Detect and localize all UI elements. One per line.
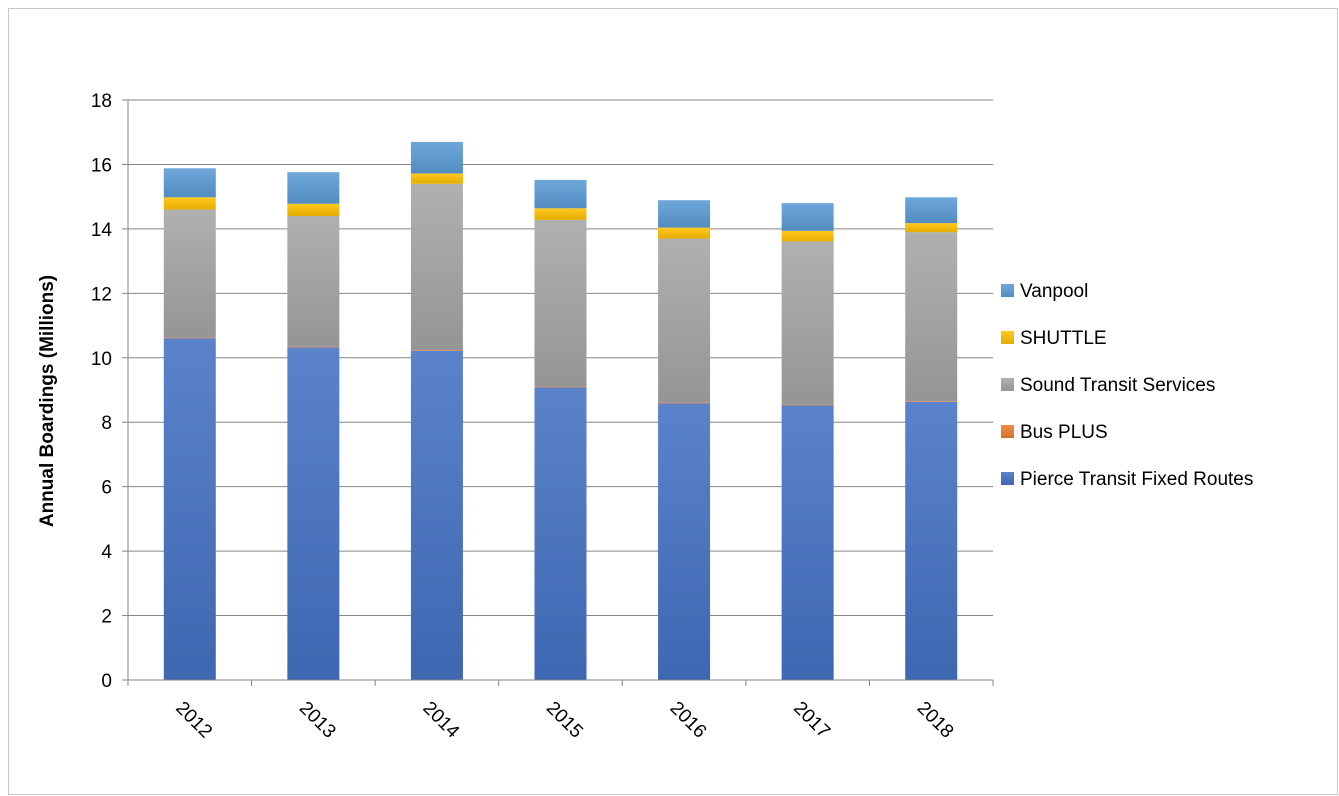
bar-segment — [905, 401, 958, 680]
bar-segment — [781, 404, 834, 406]
bar-segment — [534, 219, 587, 387]
legend-swatch — [1001, 472, 1014, 485]
y-tick-label: 2 — [101, 607, 112, 628]
bar-segment — [658, 403, 711, 680]
bar-segment — [287, 346, 340, 348]
bar-segment — [163, 168, 216, 198]
x-tick-label: 2018 — [913, 698, 958, 743]
legend-label: Sound Transit Services — [1020, 375, 1215, 396]
y-tick-label: 10 — [91, 349, 112, 370]
bar-segment — [163, 338, 216, 680]
legend-swatch — [1001, 378, 1014, 391]
bar-segment — [905, 232, 958, 402]
bar-segment — [781, 230, 834, 242]
x-tick-label: 2015 — [542, 698, 587, 743]
y-tick-label: 18 — [91, 91, 112, 112]
bar-segment — [658, 402, 711, 404]
bar-segment — [410, 350, 463, 680]
y-tick-label: 4 — [101, 542, 112, 563]
legend-label: Vanpool — [1020, 281, 1088, 302]
bar-segment — [905, 197, 958, 224]
x-tick-label: 2012 — [171, 698, 216, 743]
legend-swatch — [1001, 284, 1014, 297]
legend-label: Pierce Transit Fixed Routes — [1020, 469, 1253, 490]
y-tick-label: 14 — [91, 220, 113, 241]
bar-segment — [781, 241, 834, 405]
bar-segment — [658, 200, 711, 228]
bar-segment — [410, 183, 463, 351]
legend-swatch — [1001, 331, 1014, 344]
bar-segment — [163, 209, 216, 338]
y-axis-title: Annual Boardings (Millions) — [37, 275, 58, 527]
x-tick-label: 2017 — [789, 698, 834, 743]
bar-segment — [410, 173, 463, 184]
bar-segment — [410, 141, 463, 174]
x-tick-label: 2016 — [666, 698, 711, 743]
x-tick-label: 2014 — [418, 698, 463, 743]
bars — [163, 141, 958, 680]
y-tick-label: 16 — [91, 155, 112, 176]
bar-segment — [410, 350, 463, 351]
y-tick-label: 8 — [101, 413, 112, 434]
bar-segment — [534, 208, 587, 220]
legend: Vanpool SHUTTLE Sound Transit Services Bus … — [1001, 281, 1253, 490]
y-tick-label: 0 — [101, 671, 112, 692]
y-tick-label: 12 — [91, 284, 112, 305]
bar-segment — [781, 203, 834, 231]
bar-segment — [534, 386, 587, 388]
bar-segment — [163, 197, 216, 210]
legend-label: Bus PLUS — [1020, 422, 1108, 443]
bar-segment — [287, 203, 340, 216]
bar-segment — [658, 238, 711, 403]
bar-segment — [905, 401, 958, 402]
bar-segment — [905, 223, 958, 233]
bar-segment — [658, 227, 711, 239]
bar-segment — [534, 387, 587, 680]
legend-label: SHUTTLE — [1020, 328, 1107, 349]
y-tick-label: 6 — [101, 478, 112, 499]
legend-swatch — [1001, 425, 1014, 438]
bar-segment — [287, 172, 340, 204]
x-tick-label: 2013 — [295, 698, 340, 743]
bar-segment — [287, 347, 340, 680]
bar-segment — [781, 405, 834, 680]
bar-segment — [163, 337, 216, 339]
bar-segment — [287, 216, 340, 347]
bar-segment — [534, 179, 587, 209]
